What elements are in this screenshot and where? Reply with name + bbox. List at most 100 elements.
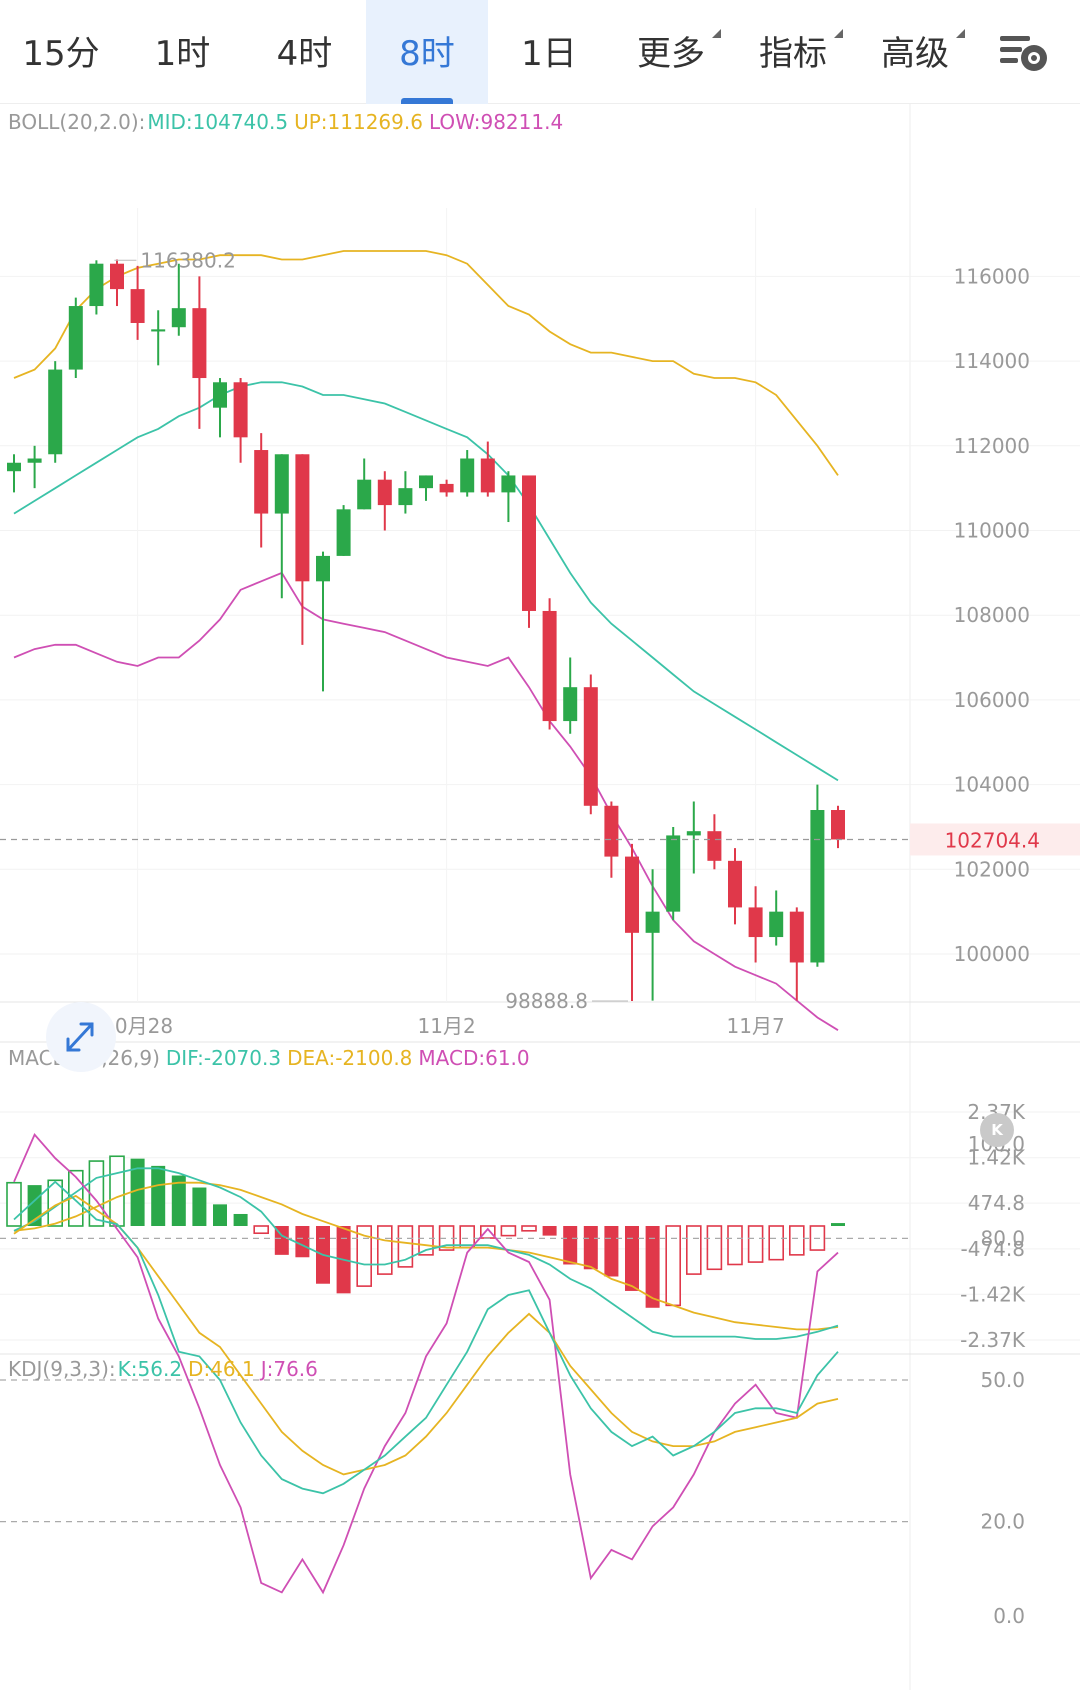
macd-histogram-bar bbox=[521, 1225, 537, 1232]
candle-body bbox=[27, 458, 42, 463]
boll-legend: BOLL(20,2.0): MID:104740.5 UP:111269.6 LOW:… bbox=[8, 110, 569, 134]
candle-body bbox=[316, 555, 330, 582]
tab-3[interactable]: 8时 bbox=[366, 0, 488, 104]
macd-legend-value: MACD:61.0 bbox=[418, 1046, 530, 1070]
macd-histogram-bar bbox=[727, 1225, 743, 1266]
macd-histogram-bar bbox=[831, 1223, 845, 1226]
kdj-legend-k: K:56.2 bbox=[117, 1357, 183, 1381]
candle-body bbox=[645, 911, 660, 933]
candle-body bbox=[748, 907, 763, 938]
expand-arrows-icon[interactable] bbox=[46, 1002, 116, 1072]
candle-body bbox=[460, 458, 475, 493]
candle-body bbox=[604, 805, 619, 857]
y-tick-label: -1.42K bbox=[960, 1282, 1026, 1306]
macd-histogram-bar bbox=[213, 1204, 227, 1226]
y-tick-label: 50.0 bbox=[980, 1368, 1025, 1392]
chart-area: 100000 102000 104000 106000 108000 110000 1120… bbox=[0, 104, 1080, 1690]
y-tick-label: 0.0 bbox=[993, 1604, 1025, 1628]
y-tick-label: -474.8 bbox=[961, 1237, 1025, 1261]
tab-1[interactable]: 1时 bbox=[122, 0, 243, 104]
candle-body bbox=[357, 479, 372, 510]
candle-body bbox=[7, 462, 21, 472]
tab-label: 4时 bbox=[276, 34, 333, 74]
macd-histogram-bar bbox=[233, 1213, 248, 1226]
kdj-j-line bbox=[13, 1132, 839, 1595]
chart-settings-gear-icon[interactable] bbox=[998, 28, 1054, 76]
tab-label: 8时 bbox=[399, 34, 455, 74]
tab-label: 15分 bbox=[22, 34, 100, 74]
boll-mid-line bbox=[13, 381, 839, 782]
y-tick-label: 100000 bbox=[954, 942, 1030, 966]
tab-0[interactable]: 15分 bbox=[0, 0, 122, 104]
y-tick-label: 114000 bbox=[954, 349, 1030, 373]
candle-body bbox=[110, 263, 124, 290]
macd-dif-line bbox=[13, 1167, 839, 1340]
macd-legend-dif: DIF:-2070.3 bbox=[165, 1046, 282, 1070]
macd-histogram-bar bbox=[6, 1181, 22, 1227]
min-price-label: 98888.8 bbox=[505, 989, 588, 1013]
kdj-d-line bbox=[13, 1194, 839, 1476]
kdj-legend-name: KDJ(9,3,3): bbox=[8, 1357, 116, 1381]
candle-body bbox=[686, 831, 701, 836]
current-price-label: 102704.4 bbox=[945, 828, 1040, 852]
candle-body bbox=[501, 475, 516, 493]
macd-histogram-bar bbox=[253, 1225, 269, 1235]
macd-histogram-bar bbox=[563, 1226, 578, 1265]
y-tick-label: 104000 bbox=[954, 773, 1030, 797]
boll-lower-line bbox=[13, 571, 839, 1031]
tab-label: 指标 bbox=[759, 29, 843, 74]
boll-upper-line bbox=[13, 250, 839, 476]
candle-body bbox=[274, 454, 289, 514]
k-badge-icon[interactable]: K bbox=[980, 1113, 1014, 1147]
y-tick-label: 110000 bbox=[954, 519, 1030, 543]
dropdown-caret-icon bbox=[834, 29, 843, 38]
candle-body bbox=[398, 488, 413, 506]
y-tick-label: 108000 bbox=[954, 603, 1030, 627]
candle-body bbox=[831, 810, 845, 840]
tab-4[interactable]: 1日 bbox=[488, 0, 610, 104]
candle-body bbox=[583, 687, 598, 806]
candle-body bbox=[192, 308, 207, 379]
tab-label: 1日 bbox=[521, 34, 577, 74]
macd-histogram-bar bbox=[295, 1226, 310, 1258]
max-price-label: 116380.2 bbox=[140, 248, 235, 272]
tab-2[interactable]: 4时 bbox=[243, 0, 366, 104]
candle-body bbox=[151, 329, 166, 332]
candle-body bbox=[522, 475, 536, 611]
macd-histogram-bar bbox=[109, 1155, 125, 1227]
candle-body bbox=[707, 831, 722, 861]
kdj-legend: KDJ(9,3,3): K:56.2 D:46.1 J:76.6 bbox=[8, 1357, 324, 1381]
x-tick-label: 11月2 bbox=[418, 1014, 476, 1038]
macd-histogram-bar bbox=[376, 1225, 393, 1275]
tab-6[interactable]: 指标 bbox=[732, 0, 854, 104]
x-tick-label: 11月7 bbox=[727, 1014, 785, 1038]
candle-body bbox=[130, 289, 145, 323]
candle-body bbox=[542, 610, 557, 722]
current-price-tag bbox=[910, 823, 1080, 856]
y-tick-label: 112000 bbox=[954, 434, 1030, 458]
candle-body bbox=[89, 263, 104, 307]
tab-5[interactable]: 更多 bbox=[610, 0, 732, 104]
macd-histogram-bar bbox=[747, 1225, 764, 1263]
candle-body bbox=[439, 483, 454, 493]
macd-histogram-bar bbox=[151, 1165, 166, 1226]
macd-histogram-bar bbox=[542, 1226, 557, 1236]
macd-histogram-bar bbox=[27, 1185, 42, 1226]
macd-histogram-bar bbox=[192, 1187, 207, 1226]
macd-histogram-bar bbox=[583, 1226, 598, 1270]
kdj-legend-d: D:46.1 bbox=[188, 1357, 255, 1381]
kdj-legend-j: J:76.6 bbox=[260, 1357, 318, 1381]
y-tick-label: 116000 bbox=[954, 264, 1030, 288]
macd-histogram-bar bbox=[768, 1225, 785, 1261]
candle-body bbox=[810, 810, 825, 963]
candle-body bbox=[336, 509, 351, 556]
macd-legend: MACD(12,26,9)DIF:-2070.3DEA:-2100.8MACD:… bbox=[8, 1046, 536, 1070]
candle-body bbox=[419, 475, 433, 489]
tab-7[interactable]: 高级 bbox=[854, 0, 976, 104]
macd-histogram-bar bbox=[356, 1225, 373, 1287]
tab-label: 高级 bbox=[881, 29, 965, 74]
kdj-k-line bbox=[13, 1180, 839, 1495]
candle-body bbox=[480, 458, 495, 493]
candle-body bbox=[68, 306, 83, 370]
y-tick-label: -2.37K bbox=[960, 1328, 1026, 1352]
